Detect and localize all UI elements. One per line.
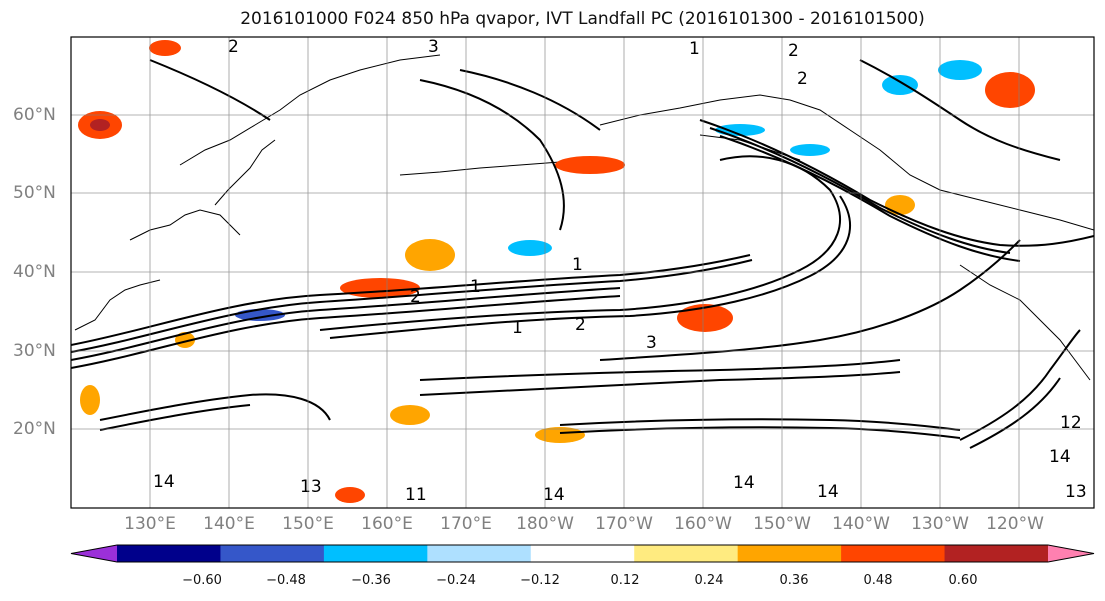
colorbar-segment [530, 545, 635, 562]
lon-label: 130°W [911, 514, 969, 534]
lon-label: 150°W [753, 514, 811, 534]
contour-label: 3 [428, 37, 439, 57]
colorbar-tick-label: 0.60 [948, 573, 978, 588]
contour-label: 1 [572, 255, 583, 275]
colorbar-tick-label: −0.60 [182, 573, 222, 588]
colorbar-tick-label: 0.36 [779, 573, 809, 588]
lon-label: 160°E [361, 514, 413, 534]
contour-label: 1 [470, 277, 481, 297]
colorbar-segment [427, 545, 532, 562]
gridlines [71, 37, 1094, 508]
colorbar-segment [737, 545, 842, 562]
map-title: 2016101000 F024 850 hPa qvapor, IVT Land… [240, 9, 925, 29]
lon-label: 180°W [516, 514, 574, 534]
colorbar-segment [220, 545, 325, 562]
contour-label: 2 [410, 287, 421, 307]
lat-label: 60°N [13, 105, 56, 125]
contour-label: 14 [153, 472, 175, 492]
colorbar-tick-label: 0.12 [610, 573, 640, 588]
ivt-contours [71, 59, 1094, 449]
lon-label: 140°W [832, 514, 890, 534]
lon-label: 160°W [674, 514, 732, 534]
lat-label: 20°N [13, 419, 56, 439]
lat-label: 30°N [13, 341, 56, 361]
colorbar-segment [634, 545, 739, 562]
colorbar-tick-label: −0.12 [520, 573, 560, 588]
contour-label: 2 [788, 41, 799, 61]
contour-label: 11 [405, 485, 427, 505]
colorbar-tick-label: 0.48 [863, 573, 893, 588]
contour-label: 2 [228, 37, 239, 57]
lon-label: 170°E [440, 514, 492, 534]
contour-label: 14 [733, 473, 755, 493]
lat-label: 50°N [13, 183, 56, 203]
map-panel: 2 3 1 2 2 1 1 2 3 2 1 14 13 14 14 14 13 … [71, 37, 1094, 508]
lon-label: 150°E [282, 514, 334, 534]
lon-label: 120°W [986, 514, 1044, 534]
colorbar-tick-label: 0.24 [694, 573, 724, 588]
contour-label: 3 [646, 333, 657, 353]
colorbar-tick-label: −0.24 [436, 573, 476, 588]
contour-labels: 2 3 1 2 2 1 1 2 3 2 1 14 13 14 14 14 13 … [153, 37, 1087, 505]
colorbar-tick-label: −0.36 [351, 573, 391, 588]
colorbar-outline [70, 544, 1095, 563]
contour-label: 14 [543, 485, 565, 505]
contour-label: 14 [1049, 447, 1071, 467]
contour-label: 2 [797, 69, 808, 89]
contour-label: 1 [512, 318, 523, 338]
colorbar [70, 544, 1095, 563]
colorbar-tick-label: −0.48 [266, 573, 306, 588]
contour-label: 14 [817, 482, 839, 502]
anomaly-patches [78, 40, 1035, 503]
colorbar-segment [117, 545, 221, 562]
lon-label: 130°E [124, 514, 176, 534]
lon-label: 140°E [203, 514, 255, 534]
colorbar-segment [323, 545, 428, 562]
contour-label: 13 [1065, 482, 1087, 502]
contour-label: 13 [300, 477, 322, 497]
colorbar-extend-low [71, 545, 117, 562]
lon-label: 170°W [595, 514, 653, 534]
contour-label: 2 [575, 315, 586, 335]
colorbar-segment [944, 545, 1049, 562]
colorbar-extend-high [1048, 545, 1094, 562]
contour-label: 1 [689, 39, 700, 59]
lat-label: 40°N [13, 262, 56, 282]
colorbar-segment [841, 545, 946, 562]
contour-label: 12 [1060, 413, 1082, 433]
map-frame [70, 36, 1095, 509]
